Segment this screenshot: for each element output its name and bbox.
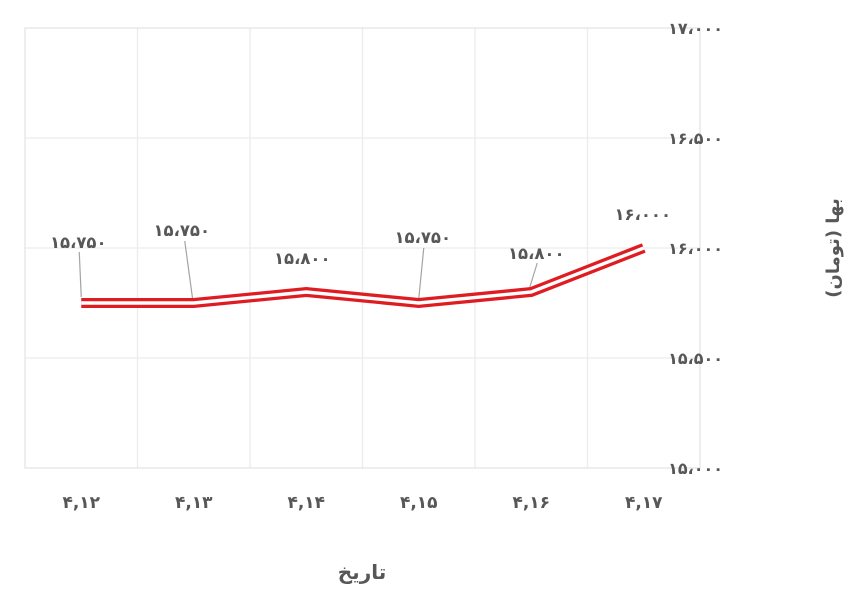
x-tick-label: ۴,۱۶ (512, 493, 550, 513)
data-label: ۱۵،۸۰۰ (274, 249, 331, 268)
y-tick-label: ۱۶،۰۰۰ (668, 239, 723, 258)
series-line (81, 243, 646, 309)
data-label: ۱۵،۸۰۰ (508, 244, 565, 263)
x-axis-title: تاریخ (338, 560, 386, 584)
leader-line (418, 247, 425, 300)
data-label: ۱۵،۷۵۰ (394, 228, 451, 247)
leader-line (184, 240, 194, 301)
y-axis-tick-labels: ۱۵،۰۰۰ ۱۵،۵۰۰ ۱۶،۰۰۰ ۱۶،۵۰۰ ۱۷،۰۰۰ (668, 19, 723, 478)
gridlines (24, 27, 701, 469)
data-labels: ۱۵،۷۵۰ ۱۵،۷۵۰ ۱۵،۸۰۰ ۱۵،۷۵۰ ۱۵،۸۰۰ ۱۶،۰۰۰ (50, 205, 671, 268)
x-tick-label: ۴,۱۷ (625, 493, 663, 513)
data-label-leader-lines (78, 240, 538, 301)
leader-line (528, 262, 538, 290)
data-label: ۱۵،۷۵۰ (153, 221, 210, 240)
x-tick-label: ۴,۱۵ (400, 493, 438, 513)
data-label: ۱۶،۰۰۰ (614, 205, 671, 224)
x-tick-label: ۴,۱۲ (62, 493, 100, 513)
series-line-inner (81, 246, 645, 305)
x-axis-tick-labels: ۴,۱۲ ۴,۱۳ ۴,۱۴ ۴,۱۵ ۴,۱۶ ۴,۱۷ (62, 493, 663, 513)
y-axis-title: بها (تومان) (823, 198, 844, 297)
data-label: ۱۵،۷۵۰ (50, 233, 107, 252)
x-tick-label: ۴,۱۴ (287, 493, 325, 513)
y-tick-label: ۱۵،۰۰۰ (668, 459, 723, 478)
y-tick-label: ۱۵،۵۰۰ (668, 349, 723, 368)
plot-border (24, 27, 701, 469)
y-tick-label: ۱۷،۰۰۰ (668, 19, 723, 38)
x-tick-label: ۴,۱۳ (175, 493, 213, 513)
leader-line (78, 251, 82, 298)
y-tick-label: ۱۶،۵۰۰ (668, 129, 723, 148)
